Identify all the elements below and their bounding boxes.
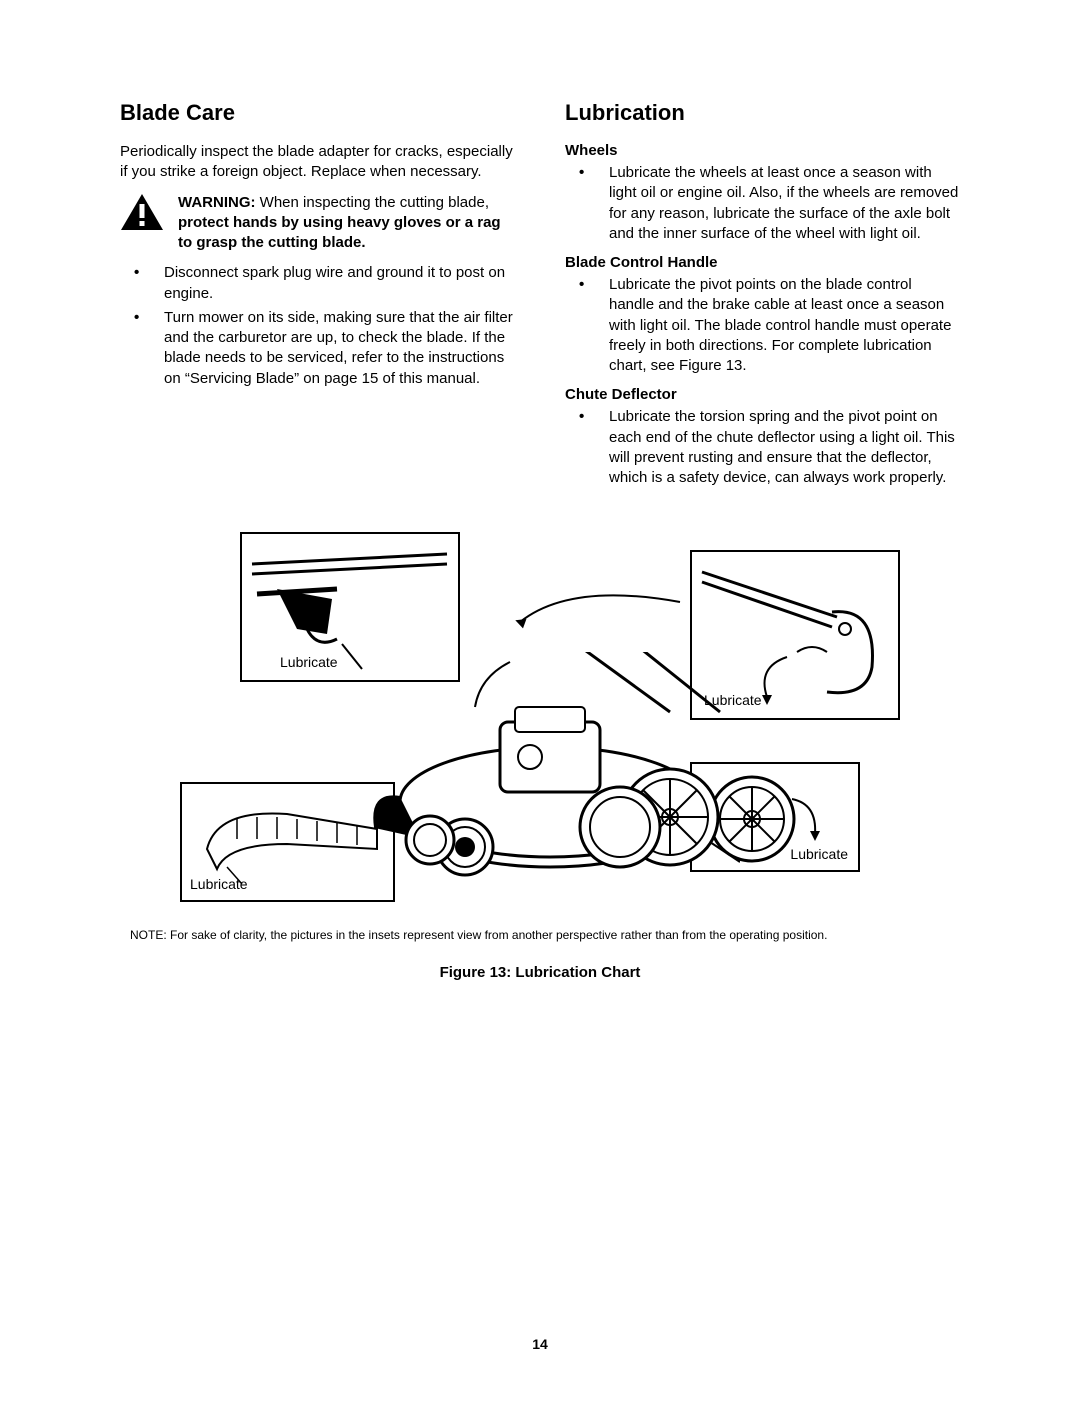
blade-care-list: Disconnect spark plug wire and ground it… (120, 263, 515, 389)
lubrication-chart-diagram: Lubricate Lubricate Lubricate (180, 532, 900, 902)
warning-bold: protect hands by using heavy gloves or a… (178, 214, 501, 251)
figure-caption: Figure 13: Lubrication Chart (120, 963, 960, 983)
left-column: Blade Care Periodically inspect the blad… (120, 100, 515, 492)
lubrication-heading: Lubrication (565, 100, 960, 126)
blade-control-list: Lubricate the pivot points on the blade … (565, 275, 960, 376)
chute-deflector-subheading: Chute Deflector (565, 386, 960, 403)
wheels-subheading: Wheels (565, 142, 960, 159)
two-column-layout: Blade Care Periodically inspect the blad… (120, 100, 960, 492)
wheels-list: Lubricate the wheels at least once a sea… (565, 163, 960, 244)
page-number: 14 (0, 1336, 1080, 1352)
warning-label: WARNING: (178, 194, 256, 211)
figure-note: NOTE: For sake of clarity, the pictures … (120, 927, 960, 943)
warning-text: WARNING: When inspecting the cutting bla… (178, 193, 515, 254)
list-item: Lubricate the wheels at least once a sea… (565, 163, 960, 244)
list-item: Disconnect spark plug wire and ground it… (120, 263, 515, 304)
leader-arrow-icon (510, 572, 690, 652)
warning-block: WARNING: When inspecting the cutting bla… (120, 193, 515, 254)
warning-plain: When inspecting the cutting blade, (256, 194, 489, 211)
figure-13-area: Lubricate Lubricate Lubricate (120, 532, 960, 983)
blade-control-subheading: Blade Control Handle (565, 254, 960, 271)
list-item: Lubricate the pivot points on the blade … (565, 275, 960, 376)
right-column: Lubrication Wheels Lubricate the wheels … (565, 100, 960, 492)
list-item: Lubricate the torsion spring and the piv… (565, 407, 960, 488)
blade-care-heading: Blade Care (120, 100, 515, 126)
warning-triangle-icon (120, 193, 164, 231)
lawnmower-body-icon (360, 652, 740, 882)
chute-deflector-icon (187, 789, 387, 894)
chute-deflector-list: Lubricate the torsion spring and the piv… (565, 407, 960, 488)
blade-care-intro: Periodically inspect the blade adapter f… (120, 142, 515, 183)
list-item: Turn mower on its side, making sure that… (120, 308, 515, 389)
